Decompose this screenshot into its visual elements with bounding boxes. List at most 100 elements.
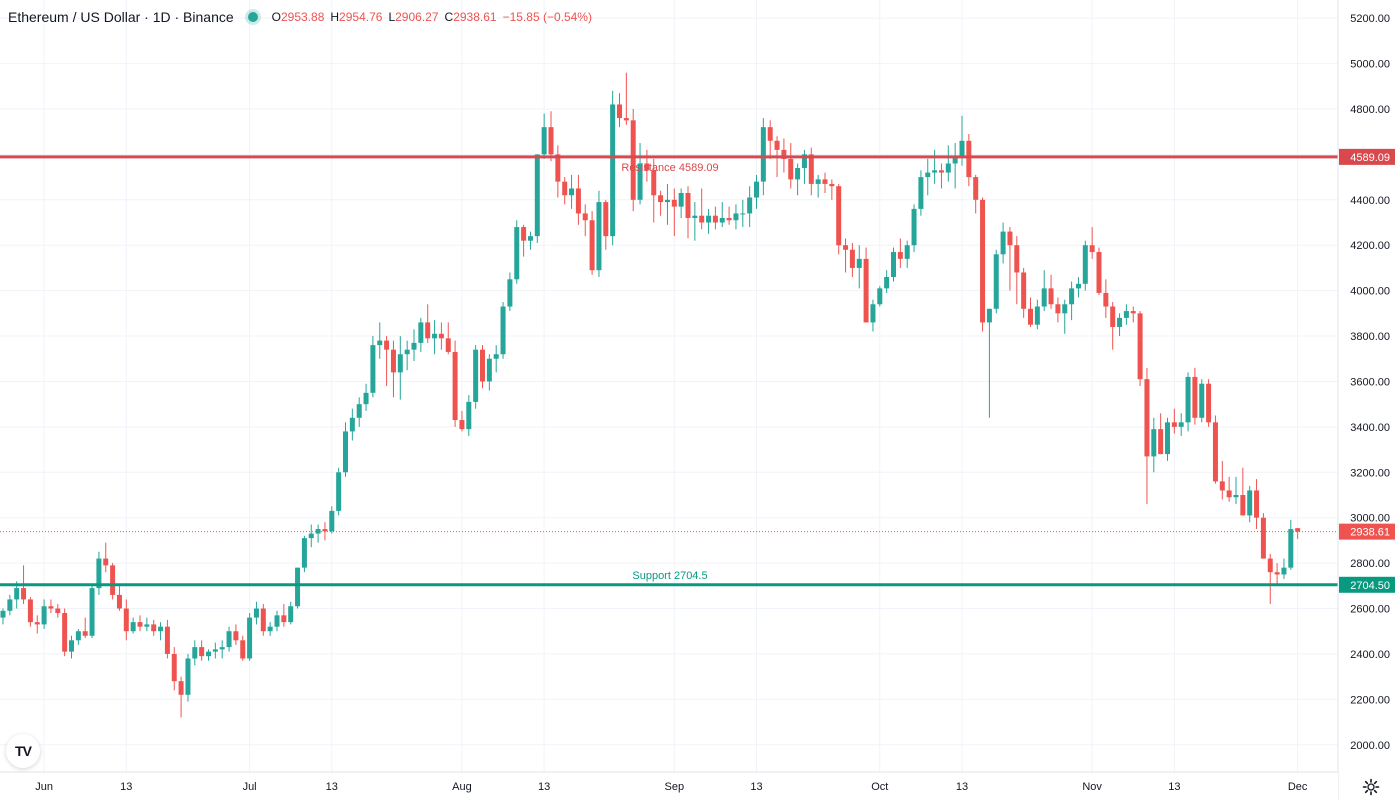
candle-body: [267, 626, 273, 632]
candle-body: [781, 149, 787, 159]
candle: [726, 206, 732, 225]
candle: [315, 524, 321, 543]
candle: [1178, 413, 1184, 436]
candle: [562, 177, 568, 205]
price-tick-label: 4800.00: [1350, 104, 1390, 116]
candle: [48, 599, 54, 614]
candle-body: [829, 183, 835, 187]
candle: [1062, 299, 1068, 334]
candle: [706, 208, 712, 234]
candle-body: [678, 193, 684, 207]
candle: [918, 170, 924, 216]
candle: [815, 174, 821, 198]
candle: [527, 231, 533, 250]
ohlc-values: O2953.88 H2954.76 L2906.27 C2938.61 −15.…: [272, 10, 592, 24]
candle-body: [973, 177, 979, 200]
candle: [808, 147, 814, 196]
candle: [685, 186, 691, 239]
candle: [610, 90, 616, 246]
candle-body: [555, 154, 561, 182]
candle: [1069, 281, 1075, 321]
candle-body: [363, 392, 369, 405]
candle: [7, 594, 13, 616]
candle: [1144, 367, 1150, 505]
candle: [829, 179, 835, 200]
price-tick-label: 2000.00: [1350, 740, 1390, 752]
high-value: 2954.76: [339, 10, 383, 24]
candle-body: [980, 199, 986, 323]
candle: [1000, 222, 1006, 264]
price-tick-label: 4400.00: [1350, 195, 1390, 207]
candle: [390, 340, 396, 398]
candle-body: [110, 565, 116, 595]
candle: [1041, 270, 1047, 312]
candle-body: [164, 626, 170, 654]
candle: [116, 585, 122, 611]
price-tick-label: 4200.00: [1350, 240, 1390, 252]
candle-body: [918, 177, 924, 209]
resistance-label: Resistance 4589.09: [621, 162, 718, 174]
candle-body: [356, 404, 362, 418]
candle-body: [801, 154, 807, 169]
gear-icon[interactable]: [1360, 776, 1382, 798]
candle: [637, 143, 643, 205]
candle-body: [610, 104, 616, 237]
candle: [82, 617, 88, 639]
candle: [438, 322, 444, 350]
candle: [377, 322, 383, 359]
candle-body: [575, 188, 581, 214]
candle: [884, 270, 890, 293]
candle: [596, 190, 602, 278]
candle-body: [1048, 288, 1054, 305]
price-levels: Resistance 4589.09 Support 2704.5: [0, 155, 1338, 587]
candle-body: [438, 333, 444, 339]
candle-body: [1123, 311, 1129, 318]
candle-body: [1000, 231, 1006, 255]
candle: [411, 329, 417, 362]
candle-body: [747, 197, 753, 214]
candle-body: [849, 249, 855, 268]
candle-body: [1233, 494, 1239, 498]
candle: [1192, 367, 1198, 425]
price-axis[interactable]: 2000.00 2200.00 2400.00 2600.00 2800.00 3000.…: [1337, 0, 1400, 800]
candle: [1096, 247, 1102, 296]
candle-body: [260, 608, 266, 632]
candle-body: [1247, 490, 1253, 516]
candle: [1295, 527, 1301, 539]
low-value: 2906.27: [395, 10, 439, 24]
time-tick-label: Aug: [452, 781, 472, 793]
candle: [486, 354, 492, 391]
tradingview-logo[interactable]: TV: [6, 734, 40, 768]
candle: [384, 336, 390, 386]
high-label: H: [330, 10, 340, 24]
candle: [288, 601, 294, 625]
market-status-dot: [247, 12, 258, 22]
candle-body: [548, 127, 554, 155]
candle: [719, 202, 725, 228]
candle-body: [1014, 245, 1020, 273]
candle: [493, 345, 499, 373]
price-tick-label: 3400.00: [1350, 422, 1390, 434]
candle-body: [480, 349, 485, 382]
candle-body: [754, 181, 759, 198]
symbol-title[interactable]: Ethereum / US Dollar · 1D · Binance: [8, 9, 234, 25]
time-tick-label: 13: [1168, 781, 1180, 793]
candle-body: [774, 140, 780, 150]
support-label: Support 2704.5: [632, 570, 707, 582]
candle: [370, 336, 376, 398]
candle-body: [1041, 288, 1047, 307]
candle-body: [1260, 517, 1266, 559]
candle-body: [370, 345, 376, 393]
candle: [932, 149, 938, 184]
candle: [733, 204, 739, 230]
candle: [151, 619, 157, 636]
candle: [569, 174, 575, 209]
candle: [1233, 476, 1239, 505]
candle: [466, 395, 472, 436]
time-axis[interactable]: Jun 13 Jul 13 Aug 13 Sep 13 Oct 13 Nov 13 Dec: [0, 771, 1338, 800]
candle-body: [151, 624, 157, 632]
price-tick-label: 2600.00: [1350, 604, 1390, 616]
candle-body: [808, 154, 814, 184]
candle-series: [0, 72, 1301, 718]
